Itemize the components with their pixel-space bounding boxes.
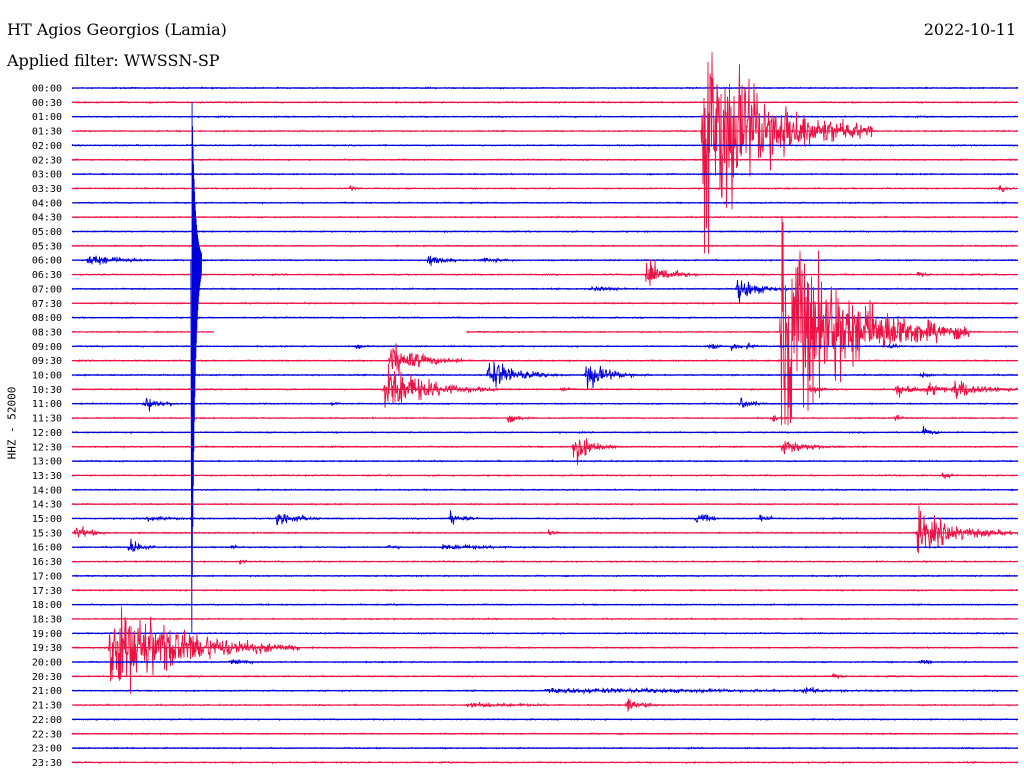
time-tick-label: 04:30 <box>32 213 62 224</box>
time-tick-label: 15:00 <box>32 514 62 525</box>
time-tick-label: 14:00 <box>32 485 62 496</box>
time-tick-label: 12:00 <box>32 428 62 439</box>
trace-row <box>71 215 1019 426</box>
time-tick-label: 13:30 <box>32 471 62 482</box>
time-tick-label: 17:00 <box>32 571 62 582</box>
seismic-traces <box>71 52 1019 765</box>
time-tick-label: 10:00 <box>32 371 62 382</box>
time-tick-label: 04:00 <box>32 198 62 209</box>
time-tick-label: 11:00 <box>32 399 62 410</box>
station-title: HT Agios Georgios (Lamia) <box>7 20 227 39</box>
time-tick-label: 02:00 <box>32 141 62 152</box>
trace-row <box>71 505 1019 554</box>
time-tick-label: 20:00 <box>32 658 62 669</box>
time-tick-label: 00:30 <box>32 98 62 109</box>
time-tick-label: 14:30 <box>32 500 62 511</box>
time-tick-label: 08:00 <box>32 313 62 324</box>
trace-row <box>71 414 1019 423</box>
time-tick-label: 06:30 <box>32 270 62 281</box>
time-tick-label: 21:30 <box>32 701 62 712</box>
time-tick-label: 13:00 <box>32 457 62 468</box>
time-tick-label: 23:30 <box>32 758 62 769</box>
time-tick-label: 23:00 <box>32 744 62 755</box>
time-tick-label: 09:30 <box>32 356 62 367</box>
time-labels: 00:00 00:30 01:00 01:30 02:00 02:30 03:00 03:30… <box>32 84 62 769</box>
time-tick-label: 17:30 <box>32 586 62 597</box>
trace-row <box>71 510 1019 526</box>
time-tick-label: 01:00 <box>32 112 62 123</box>
trace-row <box>71 559 1019 565</box>
time-tick-label: 05:00 <box>32 227 62 238</box>
time-tick-label: 18:00 <box>32 600 62 611</box>
time-tick-label: 01:30 <box>32 127 62 138</box>
time-tick-label: 22:00 <box>32 715 62 726</box>
trace-row <box>71 538 1019 552</box>
time-tick-label: 19:30 <box>32 643 62 654</box>
trace-row <box>71 259 1019 287</box>
trace-row <box>71 363 1019 408</box>
trace-row <box>71 52 1019 254</box>
date-label: 2022-10-11 <box>923 20 1016 39</box>
time-tick-label: 20:30 <box>32 672 62 683</box>
time-tick-label: 06:00 <box>32 256 62 267</box>
time-tick-label: 03:30 <box>32 184 62 195</box>
time-tick-label: 10:30 <box>32 385 62 396</box>
time-tick-label: 03:00 <box>32 170 62 181</box>
time-tick-label: 07:00 <box>32 284 62 295</box>
time-tick-label: 22:30 <box>32 729 62 740</box>
event-spike <box>190 101 203 633</box>
filter-label: Applied filter: WWSSN-SP <box>7 51 220 70</box>
time-tick-label: 09:00 <box>32 342 62 353</box>
time-tick-label: 15:30 <box>32 528 62 539</box>
time-tick-label: 07:30 <box>32 299 62 310</box>
trace-row <box>71 397 1019 412</box>
trace-row <box>71 361 1019 390</box>
time-tick-label: 18:30 <box>32 614 62 625</box>
trace-row <box>71 343 1019 376</box>
time-tick-label: 12:30 <box>32 442 62 453</box>
time-tick-label: 00:00 <box>32 84 62 95</box>
trace-row <box>71 279 1019 304</box>
time-tick-label: 16:00 <box>32 543 62 554</box>
time-tick-label: 02:30 <box>32 155 62 166</box>
time-tick-label: 21:00 <box>32 686 62 697</box>
time-tick-label: 16:30 <box>32 557 62 568</box>
time-tick-label: 05:30 <box>32 241 62 252</box>
time-tick-label: 19:00 <box>32 629 62 640</box>
time-tick-label: 08:30 <box>32 327 62 338</box>
time-tick-label: 11:30 <box>32 414 62 425</box>
